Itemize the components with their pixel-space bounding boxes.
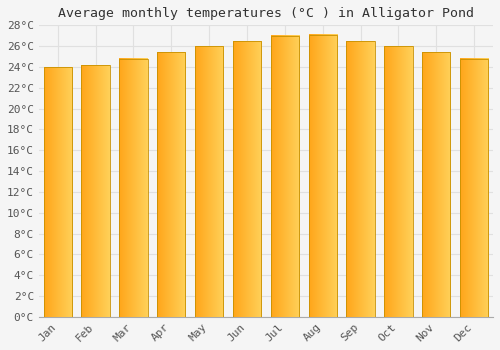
Bar (82, 65, 110, 317)
Bar (308, 35, 337, 317)
Bar (460, 58, 488, 317)
Bar (270, 36, 299, 317)
Bar (422, 52, 450, 317)
Bar (44, 67, 72, 317)
Bar (384, 46, 412, 317)
Title: Average monthly temperatures (°C ) in Alligator Pond: Average monthly temperatures (°C ) in Al… (58, 7, 474, 20)
Bar (119, 58, 148, 317)
Bar (157, 52, 186, 317)
Bar (346, 41, 375, 317)
Bar (233, 41, 261, 317)
Bar (195, 46, 224, 317)
